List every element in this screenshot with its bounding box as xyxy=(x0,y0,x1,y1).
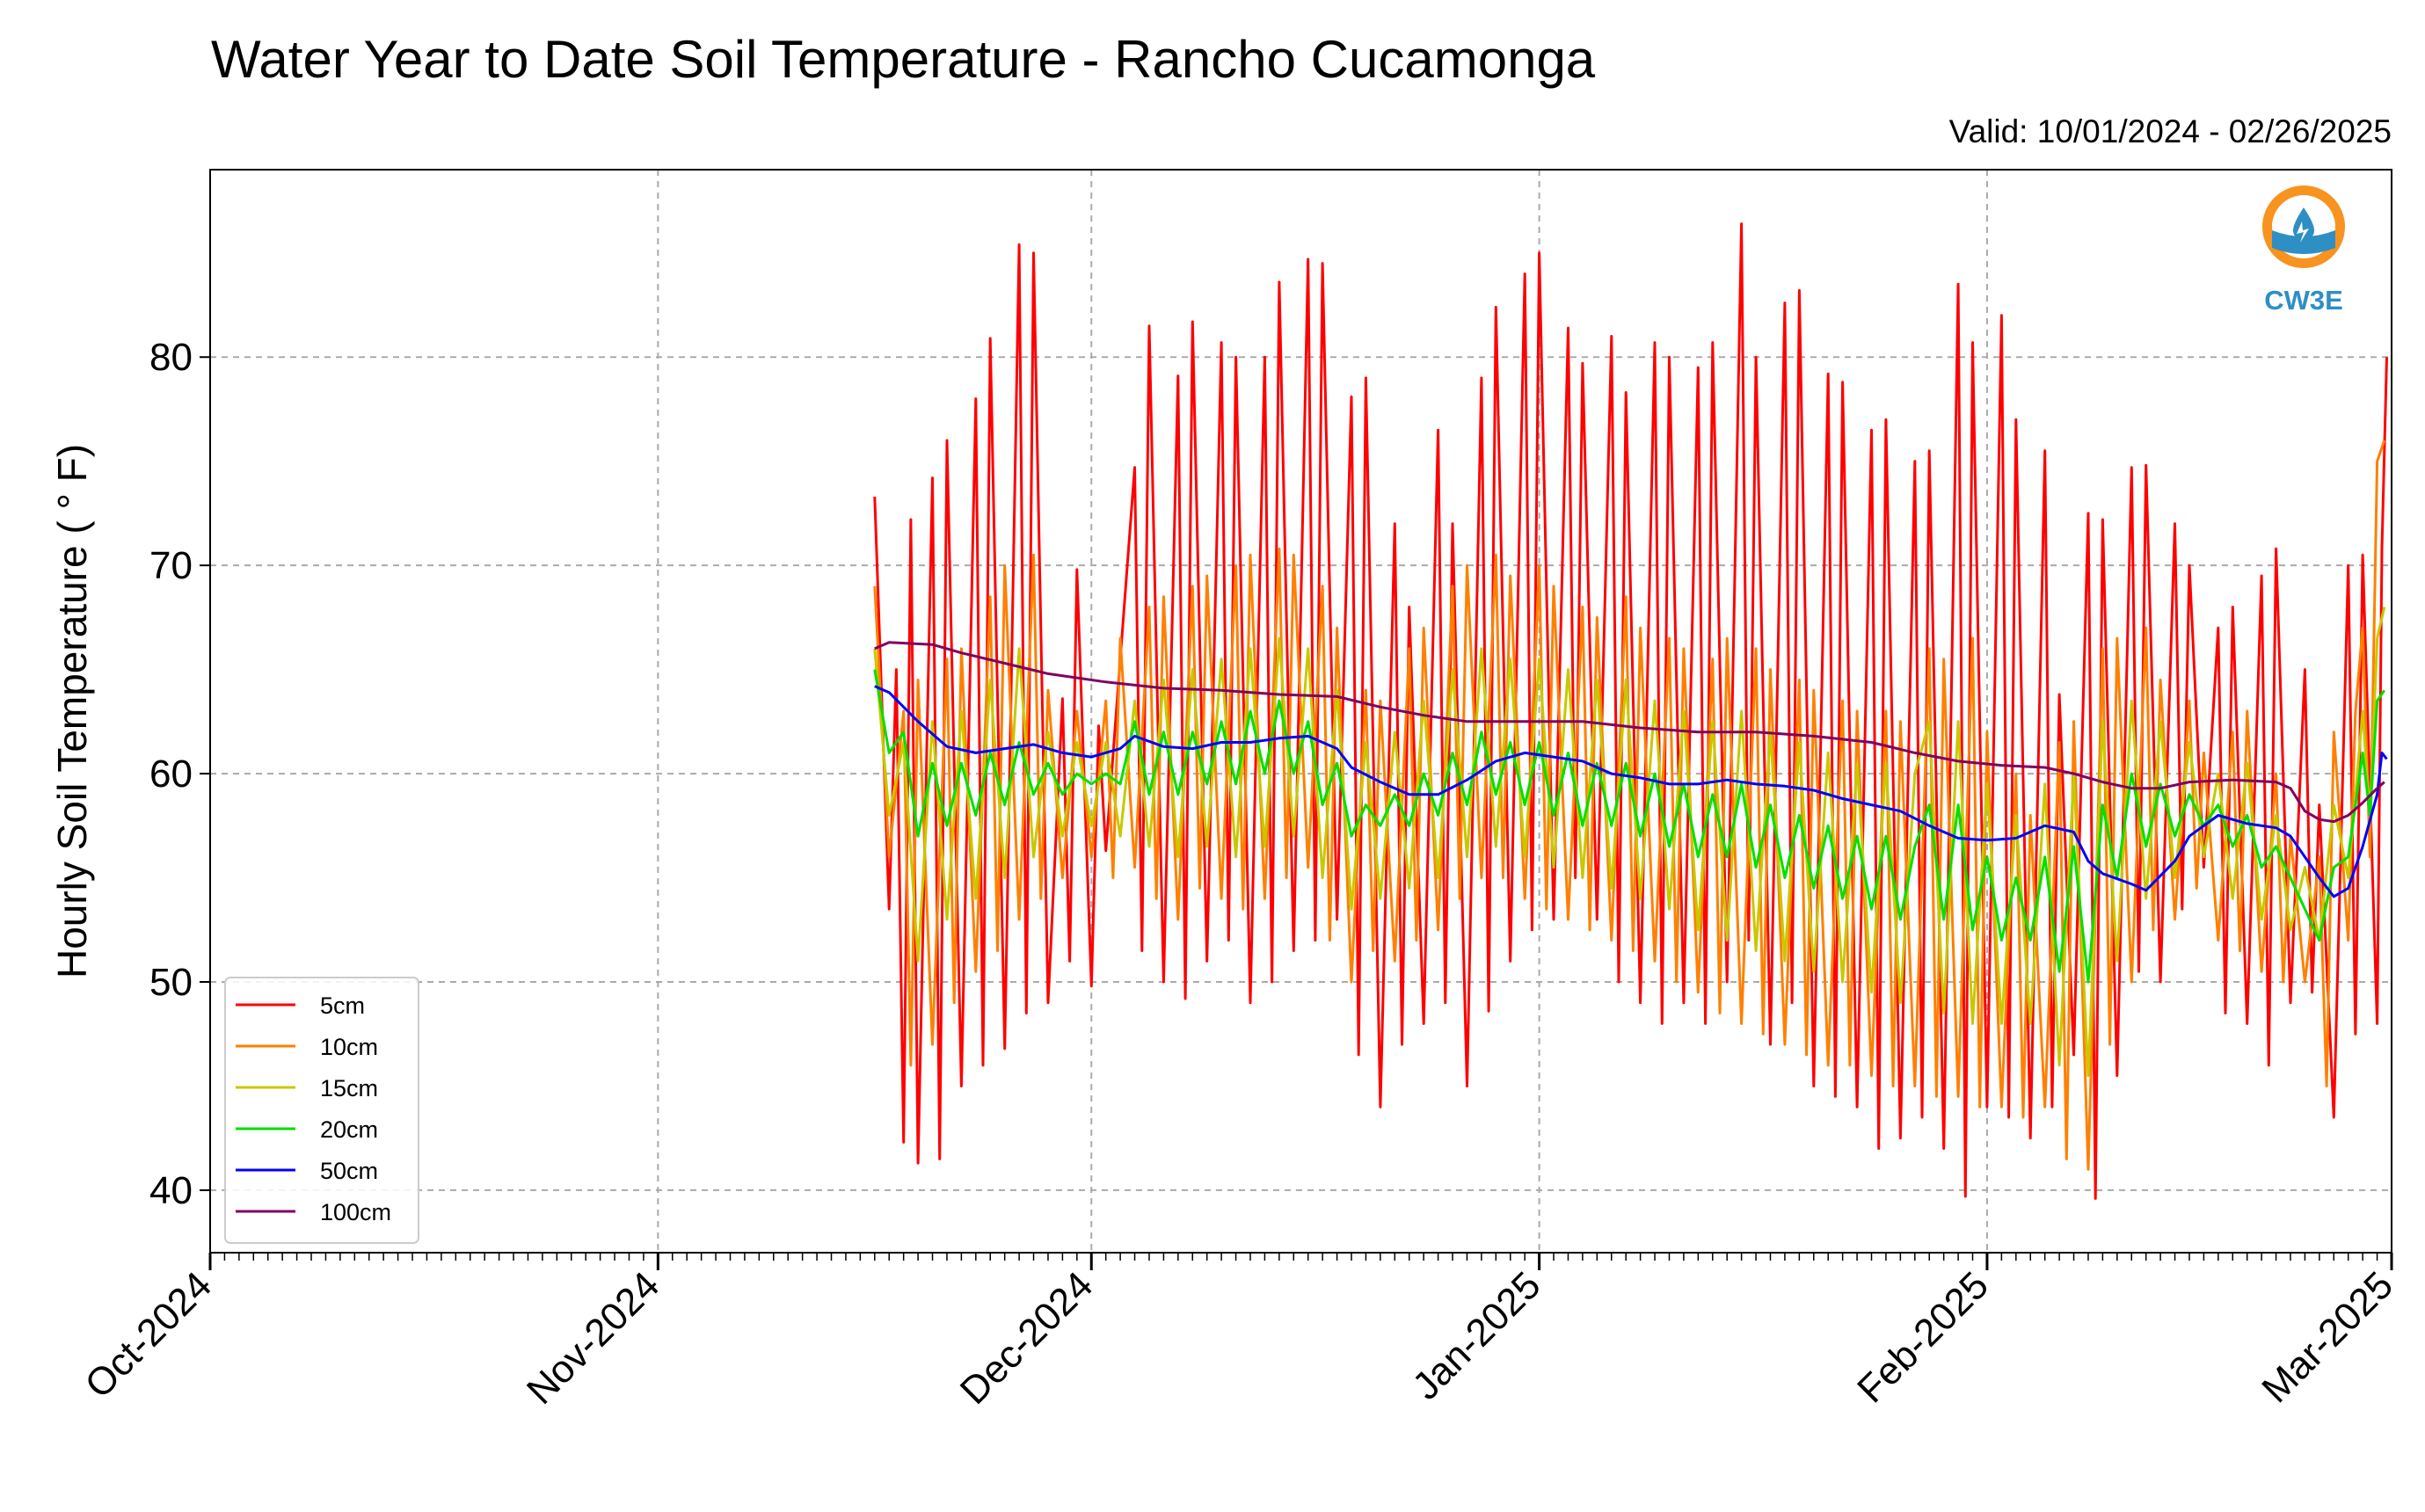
y-axis-label: Hourly Soil Temperature ( ° F) xyxy=(49,444,95,978)
series-line-100cm xyxy=(874,641,2385,824)
legend-label-10cm: 10cm xyxy=(320,1034,378,1060)
legend-label-20cm: 20cm xyxy=(320,1116,378,1143)
x-tick-label: Feb-2025 xyxy=(1849,1263,1997,1411)
logo-text: CW3E xyxy=(2264,285,2343,316)
legend-label-5cm: 5cm xyxy=(320,992,365,1019)
cw3e-logo: CW3E xyxy=(2262,185,2345,316)
y-tick-label: 70 xyxy=(149,544,193,587)
legend-label-15cm: 15cm xyxy=(320,1075,378,1101)
x-tick-label: Jan-2025 xyxy=(1404,1263,1548,1407)
legend-box xyxy=(224,977,419,1244)
legend-label-100cm: 100cm xyxy=(320,1199,391,1225)
y-tick-label: 50 xyxy=(149,961,193,1004)
series-line-50cm xyxy=(874,685,2388,898)
y-tick-labels: 40 50 60 70 80 xyxy=(149,336,193,1212)
y-tick-label: 60 xyxy=(149,752,193,796)
y-tick-label: 40 xyxy=(149,1169,193,1212)
x-tick-label: Mar-2025 xyxy=(2254,1263,2401,1411)
chart-subtitle: Valid: 10/01/2024 - 02/26/2025 xyxy=(1949,113,2392,149)
series-layer xyxy=(873,222,2388,1200)
legend: 5cm 10cm 15cm 20cm 50cm 100cm xyxy=(224,977,419,1244)
ticks xyxy=(200,356,2393,1270)
x-tick-label: Nov-2024 xyxy=(519,1263,668,1413)
x-tick-label: Dec-2024 xyxy=(952,1263,1102,1413)
x-tick-labels: Oct-2024 Nov-2024 Dec-2024 Jan-2025 Feb-2025… xyxy=(76,1263,2401,1413)
series-line-15cm xyxy=(873,607,2386,1078)
series-line-20cm xyxy=(873,669,2386,984)
y-tick-label: 80 xyxy=(149,336,193,379)
plot-frame xyxy=(209,169,2392,1254)
x-tick-label: Oct-2024 xyxy=(76,1263,220,1407)
legend-label-50cm: 50cm xyxy=(320,1158,378,1184)
chart-title: Water Year to Date Soil Temperature - Ra… xyxy=(211,30,1596,89)
